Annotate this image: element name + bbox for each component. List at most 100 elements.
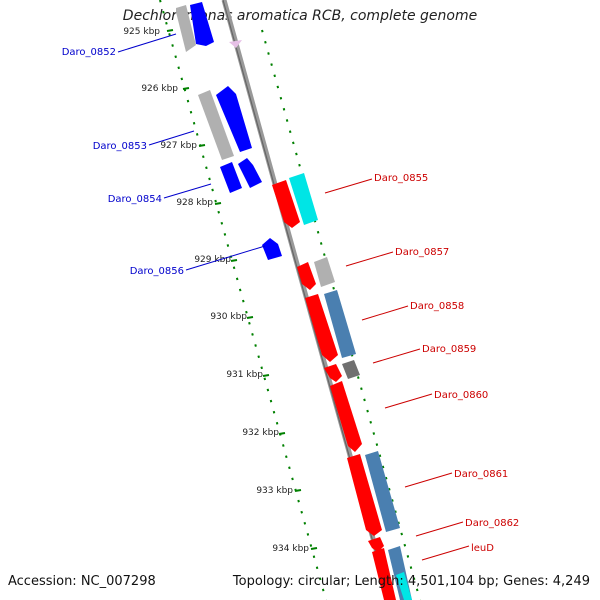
gene-label-leud[interactable]: leuD bbox=[471, 543, 494, 554]
gene-feature bbox=[229, 40, 242, 48]
tick-dot bbox=[363, 398, 366, 402]
gene-label-daro-0860[interactable]: Daro_0860 bbox=[434, 390, 488, 401]
tick-dot bbox=[267, 52, 270, 55]
tick-dot bbox=[257, 355, 260, 359]
gene-feature[interactable] bbox=[305, 294, 338, 362]
tick-dot bbox=[323, 253, 326, 256]
gene-feature[interactable] bbox=[324, 364, 342, 382]
label-leader bbox=[361, 305, 409, 321]
tick-dot bbox=[263, 377, 267, 381]
gene-label-daro-0854[interactable]: Daro_0854 bbox=[108, 194, 162, 205]
tick-dot bbox=[384, 476, 388, 480]
tick-dot bbox=[319, 242, 323, 245]
tick-dot bbox=[282, 444, 285, 447]
tick-dot bbox=[297, 499, 300, 503]
tick-dot bbox=[242, 299, 245, 303]
tick-dot bbox=[369, 420, 372, 424]
tick-dot bbox=[406, 555, 410, 558]
tick-dot bbox=[223, 233, 227, 236]
gene-label-daro-0861[interactable]: Daro_0861 bbox=[454, 469, 508, 480]
gene-label-daro-0853[interactable]: Daro_0853 bbox=[93, 141, 147, 152]
tick-dot bbox=[391, 499, 394, 502]
tick-dot bbox=[189, 110, 193, 114]
tick-dot bbox=[254, 344, 257, 347]
tick-dot bbox=[232, 266, 236, 270]
tick-dot bbox=[357, 376, 360, 379]
tick-mark bbox=[198, 144, 206, 147]
gene-label-daro-0857[interactable]: Daro_0857 bbox=[395, 247, 449, 258]
gene-label-daro-0858[interactable]: Daro_0858 bbox=[410, 301, 464, 312]
tick-dot bbox=[275, 421, 279, 425]
tick-mark bbox=[294, 489, 302, 492]
tick-dot bbox=[238, 288, 242, 292]
gene-label-daro-0856[interactable]: Daro_0856 bbox=[130, 266, 184, 277]
tick-dot bbox=[312, 555, 316, 559]
tick-dot bbox=[372, 432, 376, 435]
gene-feature[interactable] bbox=[289, 173, 318, 225]
tick-label: 930 kbp bbox=[210, 312, 247, 322]
tick-dot bbox=[309, 544, 313, 547]
tick-dot bbox=[211, 188, 214, 192]
tick-dot bbox=[378, 454, 382, 458]
label-leader bbox=[415, 521, 464, 537]
label-leader bbox=[404, 472, 453, 488]
gene-feature[interactable] bbox=[372, 548, 396, 600]
gene-label-daro-0852[interactable]: Daro_0852 bbox=[62, 47, 116, 58]
gene-feature[interactable] bbox=[297, 262, 316, 290]
tick-dot bbox=[291, 477, 294, 481]
gene-label-daro-0859[interactable]: Daro_0859 bbox=[422, 344, 476, 355]
tick-dot bbox=[245, 310, 248, 314]
forward-strand-genes bbox=[176, 2, 282, 260]
gene-feature[interactable] bbox=[368, 537, 384, 552]
tick-dot bbox=[375, 443, 379, 446]
tick-dot bbox=[202, 155, 205, 159]
tick-dot bbox=[171, 44, 174, 47]
tick-dot bbox=[282, 107, 286, 111]
gene-feature[interactable] bbox=[347, 454, 382, 536]
map-title: Dechloromonas aromatica RCB, complete ge… bbox=[122, 8, 478, 24]
label-leader bbox=[163, 183, 212, 199]
gene-feature[interactable] bbox=[396, 572, 412, 600]
gene-feature[interactable] bbox=[238, 158, 262, 188]
gene-label-daro-0862[interactable]: Daro_0862 bbox=[465, 518, 519, 529]
tick-dot bbox=[279, 96, 283, 100]
tick-dot bbox=[235, 277, 239, 281]
reverse-strand-genes bbox=[272, 173, 412, 600]
tick-label: 925 kbp bbox=[123, 27, 160, 37]
tick-dot bbox=[332, 286, 335, 290]
gene-feature[interactable] bbox=[176, 5, 196, 52]
tick-dot bbox=[260, 366, 263, 370]
tick-dot bbox=[220, 221, 224, 225]
tick-dot bbox=[397, 521, 400, 525]
tick-dot bbox=[159, 0, 162, 3]
tick-dot bbox=[174, 55, 177, 59]
gene-feature[interactable] bbox=[314, 257, 335, 287]
tick-dot bbox=[409, 566, 413, 569]
gene-feature[interactable] bbox=[324, 290, 356, 358]
gene-feature[interactable] bbox=[330, 381, 362, 452]
tick-dot bbox=[165, 21, 168, 25]
tick-dot bbox=[266, 388, 270, 392]
gene-feature[interactable] bbox=[262, 238, 282, 260]
tick-label: 931 kbp bbox=[226, 370, 263, 380]
label-leader bbox=[372, 348, 421, 364]
tick-dot bbox=[208, 177, 211, 181]
gene-label-daro-0855[interactable]: Daro_0855 bbox=[374, 173, 428, 184]
gene-feature[interactable] bbox=[365, 451, 400, 532]
tick-dot bbox=[306, 533, 310, 536]
gene-feature[interactable] bbox=[272, 180, 300, 228]
gene-feature[interactable] bbox=[220, 162, 242, 193]
tick-dot bbox=[270, 63, 273, 66]
tick-label: 928 kbp bbox=[176, 198, 213, 208]
tick-dot bbox=[186, 99, 190, 103]
tick-dot bbox=[381, 465, 385, 469]
tick-dot bbox=[168, 33, 171, 36]
tick-label: 926 kbp bbox=[141, 84, 178, 94]
gene-feature[interactable] bbox=[198, 90, 234, 160]
gene-feature[interactable] bbox=[342, 360, 360, 379]
gene-feature[interactable] bbox=[190, 2, 214, 46]
gene-feature[interactable] bbox=[216, 86, 252, 152]
tick-dot bbox=[315, 566, 319, 570]
tick-dot bbox=[321, 588, 325, 592]
